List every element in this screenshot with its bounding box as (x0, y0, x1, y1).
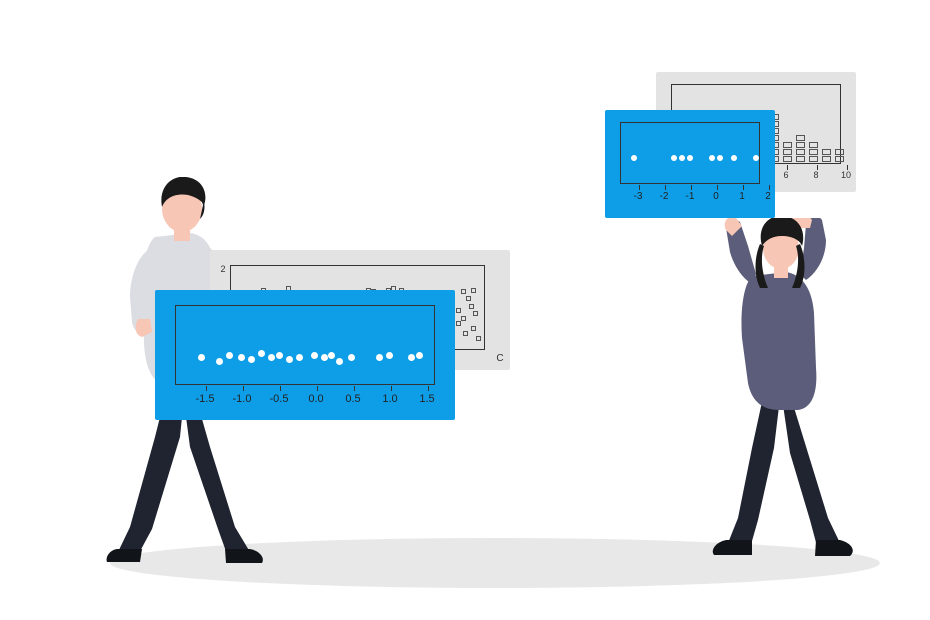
x-tick-label: -1.5 (196, 393, 215, 405)
x-tick-label: 2 (765, 191, 771, 202)
x-tick-label: 6 (783, 170, 788, 180)
strip-dot (679, 155, 685, 161)
x-tick (206, 386, 207, 391)
scatter-marker (469, 304, 474, 309)
x-tick (665, 185, 666, 190)
chart-blue-dotstrip-left: -1.5 -1.0 -0.5 0.0 0.5 1.0 1.5 (155, 290, 455, 420)
strip-dot (348, 354, 355, 361)
chart-blue-dotstrip-right: -3 -2 -1 0 1 2 (605, 110, 775, 218)
strip-dot (709, 155, 715, 161)
bar-segment (822, 156, 831, 162)
scatter-marker (471, 288, 476, 293)
strip-dot (296, 354, 303, 361)
x-tick-label: 1.5 (419, 393, 434, 405)
chart-inner (175, 305, 435, 385)
x-tick-label: 8 (813, 170, 818, 180)
strip-dot (671, 155, 677, 161)
x-tick (280, 386, 281, 391)
strip-dot (328, 352, 335, 359)
x-tick (743, 185, 744, 190)
x-tick-label: 0.0 (308, 393, 323, 405)
strip-dot (336, 358, 343, 365)
bar-segment (796, 142, 805, 148)
strip-dot (717, 155, 723, 161)
strip-dot (238, 354, 245, 361)
x-tick-label: -3 (634, 191, 643, 202)
strip-dot (753, 155, 759, 161)
bar-segment (822, 149, 831, 155)
bar-segment (796, 156, 805, 162)
chart-inner (620, 122, 760, 184)
strip-dot (276, 352, 283, 359)
x-tick-label: 1 (739, 191, 745, 202)
scatter-marker (456, 308, 461, 313)
bar-segment (783, 149, 792, 155)
strip-dot (687, 155, 693, 161)
strip-dot (268, 354, 275, 361)
strip-dot (198, 354, 205, 361)
bar-segment (783, 156, 792, 162)
bar-segment (783, 142, 792, 148)
y-axis-label: 2 (220, 264, 225, 274)
scatter-marker (473, 311, 478, 316)
x-axis-label: C (496, 353, 503, 364)
x-tick (639, 185, 640, 190)
bar-segment (809, 149, 818, 155)
scatter-marker (463, 331, 468, 336)
bar-segment (796, 135, 805, 141)
scatter-marker (466, 296, 471, 301)
scatter-marker (471, 326, 476, 331)
strip-dot (311, 352, 318, 359)
x-tick-label: 0 (713, 191, 719, 202)
scatter-marker (476, 336, 481, 341)
x-tick (354, 386, 355, 391)
strip-dot (248, 356, 255, 363)
x-tick-label: 10 (841, 170, 851, 180)
person-right (700, 218, 890, 568)
strip-dot (416, 352, 423, 359)
scatter-marker (461, 316, 466, 321)
x-tick (428, 386, 429, 391)
scatter-marker (461, 289, 466, 294)
x-tick (717, 185, 718, 190)
bar-segment (835, 156, 844, 162)
strip-dot (386, 352, 393, 359)
strip-dot (321, 354, 328, 361)
strip-dot (258, 350, 265, 357)
bar-segment (796, 149, 805, 155)
x-tick-label: -2 (660, 191, 669, 202)
x-tick (317, 386, 318, 391)
strip-dot (631, 155, 637, 161)
x-tick-label: -1.0 (233, 393, 252, 405)
x-tick (691, 185, 692, 190)
scatter-marker (456, 321, 461, 326)
x-tick-label: 1.0 (382, 393, 397, 405)
x-tick-label: -1 (686, 191, 695, 202)
strip-dot (731, 155, 737, 161)
strip-dot (216, 358, 223, 365)
bar-segment (835, 149, 844, 155)
bar-segment (809, 156, 818, 162)
strip-dot (408, 354, 415, 361)
strip-dot (286, 356, 293, 363)
x-tick-label: 0.5 (345, 393, 360, 405)
x-tick-label: -0.5 (270, 393, 289, 405)
bar-segment (809, 142, 818, 148)
strip-dot (226, 352, 233, 359)
x-tick (243, 386, 244, 391)
x-tick (391, 386, 392, 391)
x-tick (769, 185, 770, 190)
strip-dot (376, 354, 383, 361)
